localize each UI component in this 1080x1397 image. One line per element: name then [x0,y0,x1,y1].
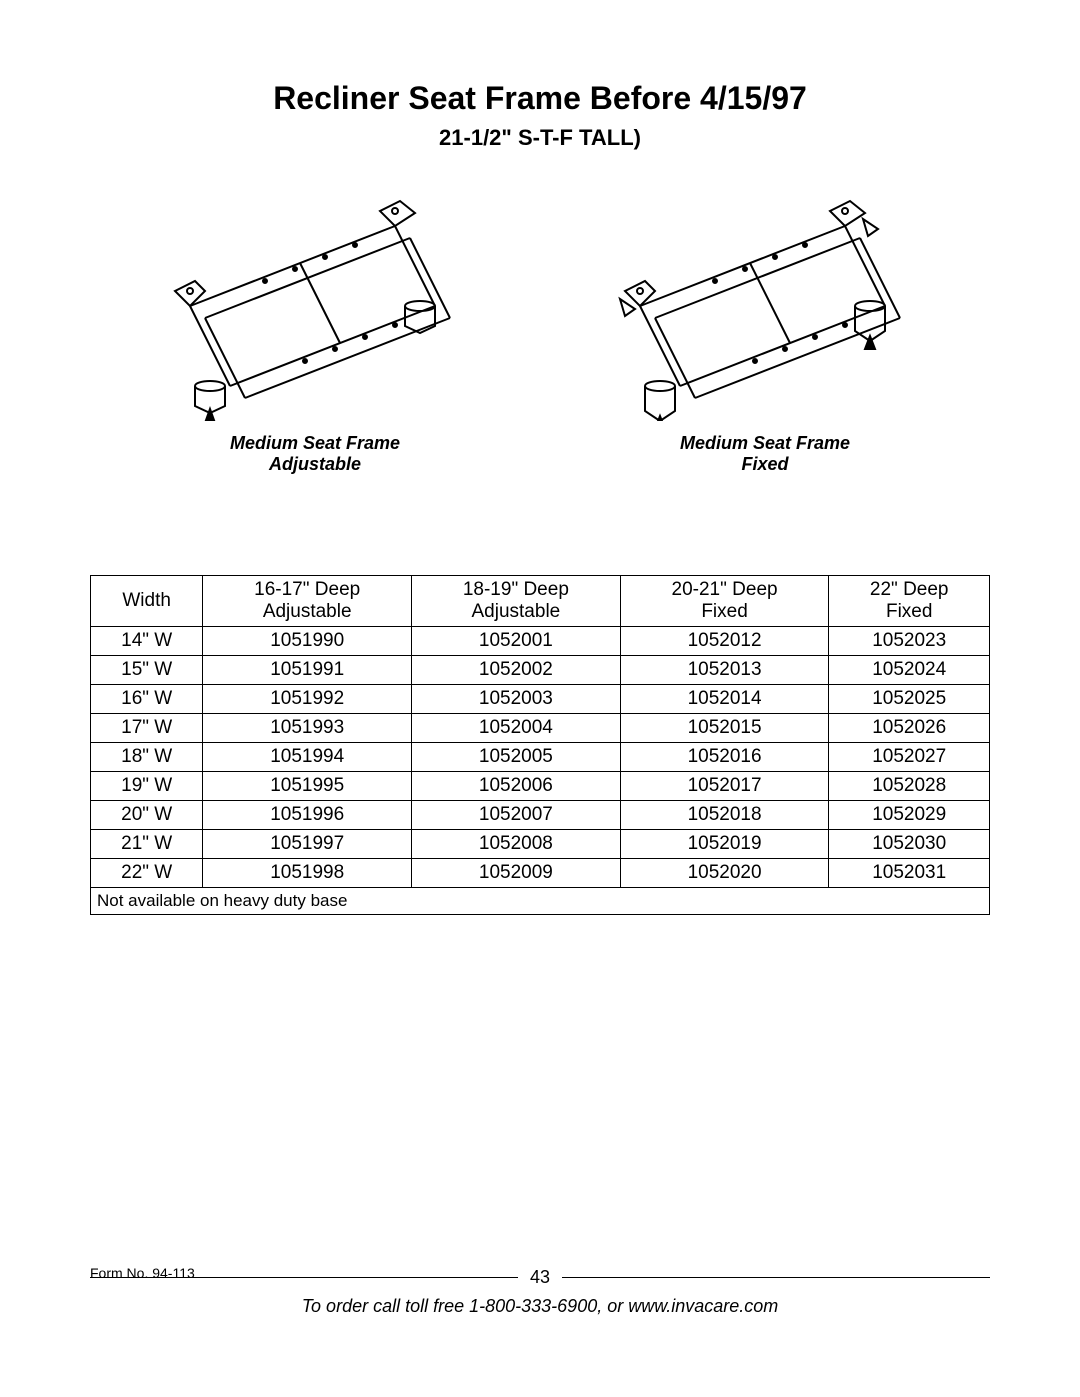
table-cell: 1052003 [412,685,621,714]
figure-right: Medium Seat Frame Fixed [565,191,965,475]
table-cell: 1052009 [412,859,621,888]
table-cell: 1052005 [412,743,621,772]
figure-right-caption-1: Medium Seat Frame [680,433,850,454]
col-header-1: 16-17" Deep Adjustable [203,576,412,627]
table-cell: 1052006 [412,772,621,801]
table-cell: 1052001 [412,627,621,656]
table-row: 17" W1051993105200410520151052026 [91,714,990,743]
table-cell: 1052015 [620,714,829,743]
table-cell: 16" W [91,685,203,714]
parts-table: Width 16-17" Deep Adjustable 18-19" Deep… [90,575,990,915]
figure-left-caption-1: Medium Seat Frame [230,433,400,454]
table-cell: 1052026 [829,714,990,743]
table-row: 14" W1051990105200110520121052023 [91,627,990,656]
table-cell: 22" W [91,859,203,888]
figure-left: Medium Seat Frame Adjustable [115,191,515,475]
table-row: 20" W1051996105200710520181052029 [91,801,990,830]
table-cell: 1052020 [620,859,829,888]
table-cell: 21" W [91,830,203,859]
page-title: Recliner Seat Frame Before 4/15/97 [90,80,990,117]
col-header-4: 22" Deep Fixed [829,576,990,627]
footer-rule-right [562,1277,990,1278]
seat-frame-adjustable-icon [135,191,495,421]
table-footnote: Not available on heavy duty base [91,888,990,915]
page-subtitle: 21-1/2" S-T-F TALL) [90,125,990,151]
table-cell: 1052002 [412,656,621,685]
page-footer: Form No. 94-113 43 To order call toll fr… [90,1267,990,1317]
table-cell: 1051997 [203,830,412,859]
table-cell: 1052012 [620,627,829,656]
figures-container: Medium Seat Frame Adjustable [90,191,990,475]
table-cell: 1052027 [829,743,990,772]
table-row: 15" W1051991105200210520131052024 [91,656,990,685]
table-cell: 1052029 [829,801,990,830]
table-cell: 1052016 [620,743,829,772]
figure-right-caption-2: Fixed [741,454,788,475]
table-cell: 1052031 [829,859,990,888]
table-row: 16" W1051992105200310520141052025 [91,685,990,714]
table-cell: 14" W [91,627,203,656]
table-cell: 1052023 [829,627,990,656]
table-row: 19" W1051995105200610520171052028 [91,772,990,801]
figure-left-caption-2: Adjustable [269,454,361,475]
table-cell: 1051994 [203,743,412,772]
page-number: 43 [518,1267,562,1288]
table-cell: 1052014 [620,685,829,714]
table-cell: 1051995 [203,772,412,801]
form-number: Form No. 94-113 [90,1265,195,1281]
table-cell: 1052008 [412,830,621,859]
col-header-3: 20-21" Deep Fixed [620,576,829,627]
table-cell: 1052018 [620,801,829,830]
table-cell: 1052024 [829,656,990,685]
order-info: To order call toll free 1-800-333-6900, … [90,1296,990,1317]
table-cell: 19" W [91,772,203,801]
table-cell: 1051996 [203,801,412,830]
col-header-2: 18-19" Deep Adjustable [412,576,621,627]
table-cell: 1051998 [203,859,412,888]
table-cell: 1051991 [203,656,412,685]
seat-frame-fixed-icon [585,191,945,421]
table-cell: 15" W [91,656,203,685]
table-cell: 1052019 [620,830,829,859]
table-header-row: Width 16-17" Deep Adjustable 18-19" Deep… [91,576,990,627]
table-row: 18" W1051994105200510520161052027 [91,743,990,772]
table-cell: 1051993 [203,714,412,743]
table-cell: 1052025 [829,685,990,714]
table-cell: 1052013 [620,656,829,685]
col-header-width: Width [91,576,203,627]
table-cell: 20" W [91,801,203,830]
parts-table-container: Width 16-17" Deep Adjustable 18-19" Deep… [90,575,990,915]
table-cell: 1051990 [203,627,412,656]
table-row: 21" W1051997105200810520191052030 [91,830,990,859]
table-cell: 1052028 [829,772,990,801]
table-cell: 1052007 [412,801,621,830]
table-cell: 1052004 [412,714,621,743]
table-cell: 1052030 [829,830,990,859]
table-cell: 1052017 [620,772,829,801]
table-footnote-row: Not available on heavy duty base [91,888,990,915]
table-row: 22" W1051998105200910520201052031 [91,859,990,888]
table-cell: 17" W [91,714,203,743]
table-cell: 1051992 [203,685,412,714]
table-cell: 18" W [91,743,203,772]
